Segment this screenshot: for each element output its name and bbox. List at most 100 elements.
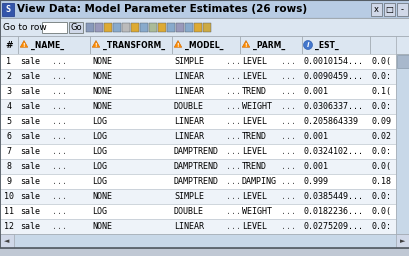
Text: ...: ... [225, 207, 240, 216]
Text: ...: ... [225, 147, 240, 156]
Text: TREND: TREND [241, 162, 266, 171]
Bar [383, 3, 394, 16]
Bar [95, 23, 103, 32]
Text: sale: sale [20, 177, 40, 186]
Text: !: ! [94, 43, 97, 48]
Text: ...: ... [225, 117, 240, 126]
Text: x: x [373, 5, 378, 14]
Bar [0, 69, 395, 84]
Bar [0, 0, 409, 18]
Text: 0.0(: 0.0( [371, 162, 391, 171]
Text: 1: 1 [7, 57, 11, 66]
Text: ...: ... [52, 72, 67, 81]
Text: ...: ... [225, 177, 240, 186]
Text: S: S [5, 5, 11, 14]
Bar [148, 23, 157, 32]
Text: ...: ... [52, 192, 67, 201]
Text: 0.0306337...: 0.0306337... [303, 102, 363, 111]
Text: LINEAR: LINEAR [173, 117, 204, 126]
Text: #: # [5, 40, 13, 49]
Text: 0.999: 0.999 [303, 177, 328, 186]
Bar [193, 23, 202, 32]
Bar [0, 36, 18, 54]
Text: 2: 2 [7, 72, 11, 81]
Text: NONE: NONE [92, 192, 112, 201]
Text: sale: sale [20, 162, 40, 171]
Text: ...: ... [225, 72, 240, 81]
Text: ...: ... [225, 132, 240, 141]
Text: DAMPTREND: DAMPTREND [173, 177, 218, 186]
Text: LOG: LOG [92, 207, 107, 216]
Text: LEVEL: LEVEL [241, 72, 266, 81]
Text: NONE: NONE [92, 72, 112, 81]
Bar [0, 99, 395, 114]
Text: WEIGHT: WEIGHT [241, 207, 271, 216]
Bar [113, 23, 121, 32]
Text: ...: ... [280, 177, 295, 186]
Text: _TRANSFORM_: _TRANSFORM_ [103, 40, 165, 50]
Text: SIMPLE: SIMPLE [173, 57, 204, 66]
Text: 0.0:: 0.0: [371, 222, 391, 231]
Text: ...: ... [280, 57, 295, 66]
Text: 9: 9 [7, 177, 11, 186]
Text: LINEAR: LINEAR [173, 132, 204, 141]
Bar [0, 54, 395, 69]
Text: 0.0275209...: 0.0275209... [303, 222, 363, 231]
Text: DOUBLE: DOUBLE [173, 207, 204, 216]
Text: LEVEL: LEVEL [241, 192, 266, 201]
Text: 0.0182236...: 0.0182236... [303, 207, 363, 216]
Text: ◄: ◄ [4, 238, 10, 244]
Text: -: - [400, 5, 403, 14]
Polygon shape [20, 40, 28, 47]
Text: sale: sale [20, 72, 40, 81]
Bar [0, 18, 409, 36]
Polygon shape [242, 40, 249, 47]
Circle shape [303, 40, 312, 49]
Bar [0, 84, 395, 99]
Bar [396, 55, 408, 68]
Text: 5: 5 [7, 117, 11, 126]
Text: 6: 6 [7, 132, 11, 141]
Text: LEVEL: LEVEL [241, 222, 266, 231]
Text: _MODEL_: _MODEL_ [184, 40, 223, 50]
Text: ...: ... [225, 57, 240, 66]
Bar [0, 114, 395, 129]
Bar [86, 23, 94, 32]
Bar [202, 23, 211, 32]
Text: ...: ... [52, 117, 67, 126]
Text: 0.0:: 0.0: [371, 147, 391, 156]
Text: i: i [306, 42, 308, 48]
Text: 0.09: 0.09 [371, 117, 391, 126]
Bar [0, 159, 395, 174]
Bar [131, 23, 139, 32]
Bar [2, 3, 14, 16]
Text: DOUBLE: DOUBLE [173, 102, 204, 111]
Text: LOG: LOG [92, 147, 107, 156]
Text: 0.1(: 0.1( [371, 87, 391, 96]
Text: sale: sale [20, 222, 40, 231]
Text: ...: ... [52, 102, 67, 111]
Bar [0, 129, 395, 144]
Bar [166, 23, 175, 32]
Text: ...: ... [225, 222, 240, 231]
Text: DAMPING: DAMPING [241, 177, 276, 186]
Bar [104, 23, 112, 32]
Text: ...: ... [225, 87, 240, 96]
Text: SIMPLE: SIMPLE [173, 192, 204, 201]
Text: 0.0:: 0.0: [371, 102, 391, 111]
Text: sale: sale [20, 117, 40, 126]
Text: sale: sale [20, 132, 40, 141]
Text: 0.0010154...: 0.0010154... [303, 57, 363, 66]
Text: LOG: LOG [92, 177, 107, 186]
Text: 0.001: 0.001 [303, 162, 328, 171]
Text: !: ! [244, 43, 247, 48]
Text: ...: ... [280, 72, 295, 81]
Text: 11: 11 [4, 207, 14, 216]
Text: ...: ... [225, 162, 240, 171]
Text: □: □ [384, 5, 393, 14]
Text: _EST_: _EST_ [314, 40, 338, 50]
Text: ...: ... [52, 87, 67, 96]
Text: _NAME_: _NAME_ [31, 40, 64, 50]
Text: 0.0:: 0.0: [371, 192, 391, 201]
Bar [139, 23, 148, 32]
